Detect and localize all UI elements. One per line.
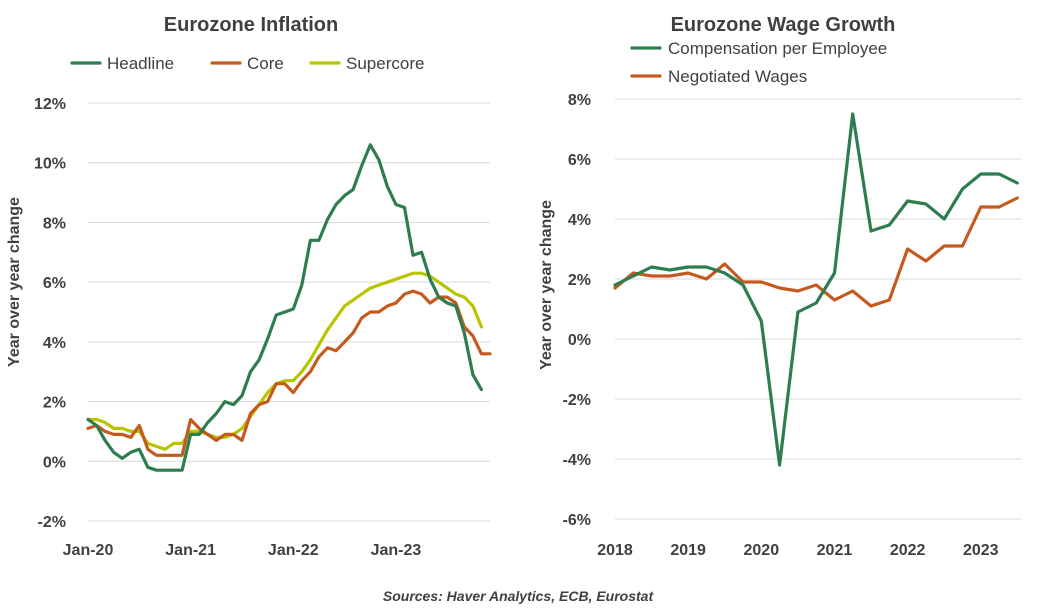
inflation-y-tick-label: -2% — [38, 514, 66, 531]
inflation-y-tick-label: 4% — [43, 335, 66, 352]
wage-growth-series-negotiated-wages — [613, 196, 1019, 308]
wage-growth-series-compensation-per-employee — [613, 112, 1019, 467]
wage-growth-y-tick-labels: -6% -4% -2% 0% 2% 4% 6% 8% — [563, 92, 591, 529]
wage-growth-y-tick-label: 8% — [568, 92, 591, 109]
inflation-x-tick-label: Jan-22 — [268, 542, 319, 559]
inflation-gridlines — [88, 102, 490, 522]
wage-growth-y-tick-label: 6% — [568, 152, 591, 169]
inflation-series-core — [86, 289, 492, 457]
inflation-y-axis-label: Year over year change — [6, 197, 23, 367]
wage-growth-gridlines — [615, 98, 1021, 520]
inflation-series-headline — [86, 143, 483, 472]
wage-growth-series-lines — [613, 112, 1019, 467]
wage-growth-y-tick-label: -2% — [563, 392, 591, 409]
wage-growth-y-axis-label: Year over year change — [538, 200, 555, 370]
wage-growth-x-tick-label: 2018 — [597, 542, 633, 559]
wage-growth-x-tick-label: 2021 — [817, 542, 853, 559]
inflation-legend: Headline Core Supercore — [70, 54, 424, 73]
inflation-chart-title: Eurozone Inflation — [164, 14, 338, 36]
inflation-y-tick-labels: -2% 0% 2% 4% 6% 8% 10% 12% — [34, 96, 66, 531]
wage-growth-x-tick-label: 2020 — [744, 542, 780, 559]
inflation-y-tick-label: 12% — [34, 96, 66, 113]
inflation-x-tick-label: Jan-21 — [165, 542, 216, 559]
inflation-y-tick-label: 8% — [43, 215, 66, 232]
inflation-legend-label-supercore: Supercore — [346, 54, 424, 73]
inflation-series-supercore — [86, 271, 483, 451]
source-note: Sources: Haver Analytics, ECB, Eurostat — [383, 588, 655, 604]
inflation-y-tick-label: 6% — [43, 275, 66, 292]
wage-growth-y-tick-label: 0% — [568, 332, 591, 349]
wage-growth-x-tick-label: 2019 — [670, 542, 706, 559]
inflation-chart: Eurozone Inflation Headline Core Supercore… — [6, 14, 492, 559]
wage-growth-chart-title: Eurozone Wage Growth — [671, 14, 896, 36]
wage-growth-legend-label-compensation-per-employee: Compensation per Employee — [668, 39, 887, 58]
inflation-x-tick-label: Jan-23 — [371, 542, 422, 559]
wage-growth-y-tick-label: -4% — [563, 452, 591, 469]
wage-growth-x-tick-label: 2022 — [890, 542, 926, 559]
inflation-legend-label-headline: Headline — [107, 54, 174, 73]
inflation-x-tick-labels: Jan-20 Jan-21 Jan-22 Jan-23 — [63, 542, 422, 559]
inflation-y-tick-label: 2% — [43, 395, 66, 412]
wage-growth-y-tick-label: 4% — [568, 212, 591, 229]
wage-growth-legend: Compensation per Employee Negotiated Wage… — [630, 39, 887, 86]
inflation-legend-label-core: Core — [247, 54, 284, 73]
wage-growth-y-tick-label: -6% — [563, 512, 591, 529]
wage-growth-chart: Eurozone Wage Growth Compensation per Em… — [538, 14, 1021, 559]
inflation-y-tick-label: 10% — [34, 156, 66, 173]
wage-growth-x-tick-labels: 2018 2019 2020 2021 2022 2023 — [597, 542, 998, 559]
inflation-x-tick-label: Jan-20 — [63, 542, 114, 559]
inflation-series-lines — [86, 143, 492, 472]
wage-growth-legend-label-negotiated-wages: Negotiated Wages — [668, 67, 807, 86]
inflation-y-tick-label: 0% — [43, 454, 66, 471]
wage-growth-y-tick-label: 2% — [568, 272, 591, 289]
wage-growth-x-tick-label: 2023 — [963, 542, 999, 559]
